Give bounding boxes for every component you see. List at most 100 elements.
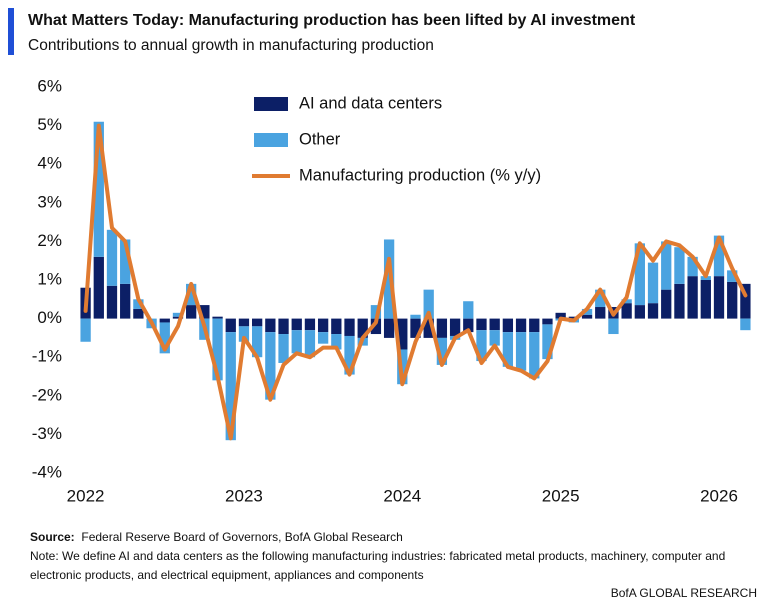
bar-segment [661,289,672,319]
bar-segment [608,318,619,335]
title-accent [8,8,14,55]
bar-segment [331,318,342,335]
bar-segment [515,332,527,371]
bar-segment [489,318,500,331]
bar-segment [727,281,738,319]
bar-segment [238,318,250,327]
bar-segment [172,312,184,317]
y-tick-label: -3% [32,424,62,443]
bar-segment [436,337,448,365]
bar-segment [555,312,566,319]
bar-segment [172,316,184,319]
bar-segment [449,318,461,336]
bar-segment [674,247,685,284]
legend-swatch [254,97,288,111]
bar-segment [93,256,104,319]
bar-segment [252,318,263,327]
y-tick-label: 6% [37,76,62,95]
bar-segment [410,314,421,319]
bar-segment [687,256,698,277]
bar-segment [186,305,197,319]
bar-segment [463,301,474,319]
source: Source: Federal Reserve Board of Governo… [30,528,750,547]
bar-segment [120,283,131,319]
bar-segment [317,332,329,344]
bar-segment [529,332,540,379]
bar-segment [212,318,223,381]
bar-segment [159,318,170,323]
bar-segment [581,314,593,319]
bar-segment [515,318,527,333]
bar-segment [476,330,487,362]
bar-segment [621,299,632,304]
legend-label: AI and data centers [299,94,442,112]
bar-segment [397,318,408,350]
y-tick-label: 0% [37,308,62,327]
bar-segment [489,330,500,346]
bar-segment [502,332,514,367]
x-tick-label: 2025 [542,486,580,505]
bar-segment [159,322,170,354]
y-tick-label: -4% [32,462,62,481]
bar-segment [542,318,553,325]
y-tick-label: 5% [37,115,62,134]
y-tick-label: 4% [37,154,62,173]
bar-segment [740,318,751,331]
bar-segment [502,318,514,333]
y-tick-label: -2% [32,385,62,404]
bar-segment [317,318,329,333]
bar-segment [687,276,698,319]
bar-segment [410,318,421,338]
bar-segment [291,318,302,331]
y-tick-label: 2% [37,231,62,250]
bar-segment [370,305,382,319]
bar-segment [436,318,448,338]
bar-segment [106,229,118,286]
x-tick-label: 2022 [67,486,105,505]
bar-segment [344,335,355,375]
legend-label: Other [299,130,341,148]
bar-segment [568,316,579,319]
y-tick-label: 1% [37,269,62,288]
bar-segment [727,270,738,282]
y-tick-label: 3% [37,192,62,211]
bar-segment [93,121,104,257]
bar-segment [265,332,276,400]
bar-segment [357,318,368,338]
bar-segment [529,318,540,333]
bar-segment [120,239,131,284]
bar-segment [423,318,434,338]
bar-segment [225,332,236,441]
bar-segment [370,318,382,335]
legend-swatch [254,133,288,147]
bar-segment [238,326,250,342]
bar-segment [674,283,685,319]
bar-segment [278,318,289,335]
bar-segment [542,324,553,360]
bar-segment [634,305,645,319]
bar-segment [133,299,144,309]
bar-segment [278,334,289,363]
bar-segment [331,334,342,350]
bar-segment [713,276,725,319]
bar-segment [581,308,593,315]
bar-segment [304,318,316,331]
bar-segment [304,330,316,358]
bar-segment [595,289,606,308]
bar-segment [634,243,645,306]
bar-segment [291,330,302,354]
bar-segment [621,303,632,319]
source-label: Source: [30,530,75,544]
x-tick-label: 2024 [383,486,421,505]
bar-segment [463,318,474,333]
bar-segment [661,241,672,290]
bar-segment [647,262,659,304]
bar-segment [186,283,197,306]
chart-subtitle: Contributions to annual growth in manufa… [28,37,434,54]
legend-label: Manufacturing production (% y/y) [299,166,541,184]
chart-title: What Matters Today: Manufacturing produc… [28,12,636,29]
bar-segment [80,318,91,342]
x-tick-label: 2023 [225,486,263,505]
